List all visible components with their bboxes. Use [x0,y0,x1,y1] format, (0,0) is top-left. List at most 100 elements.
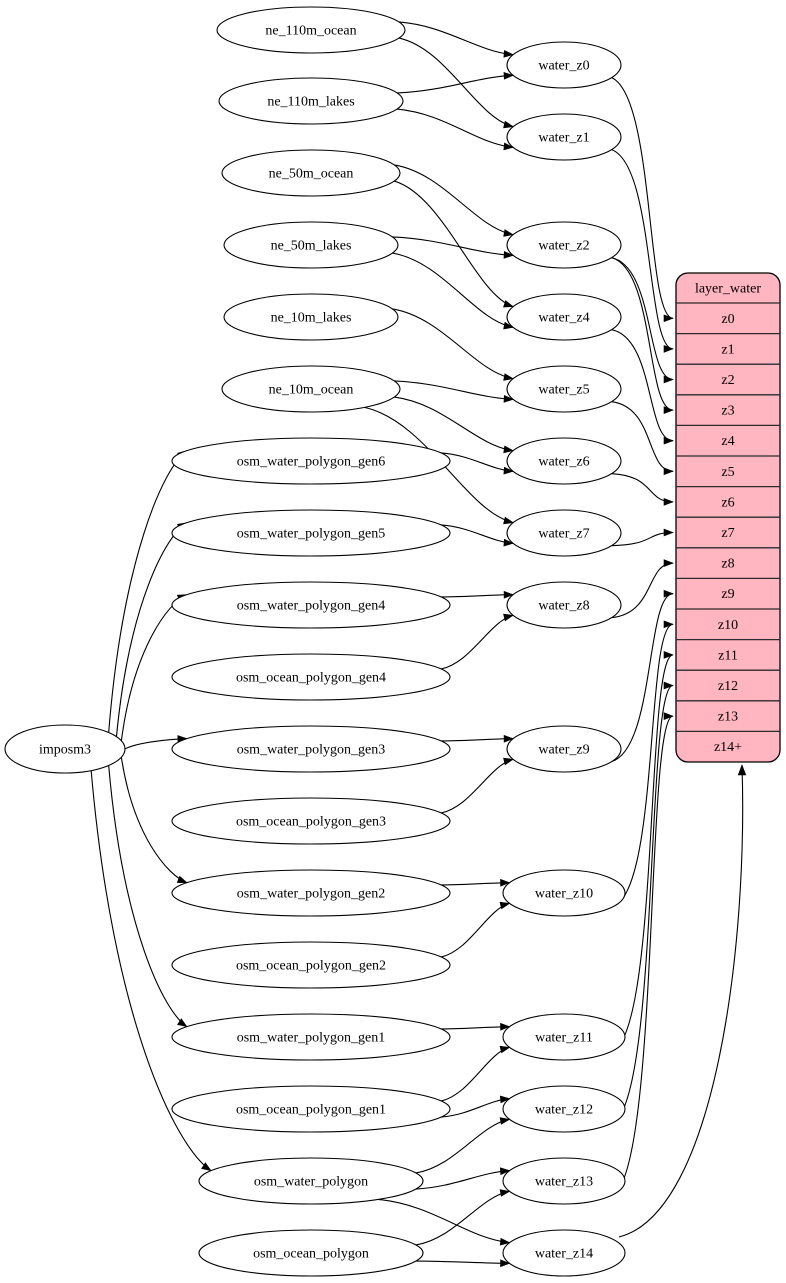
table-row-z10[interactable]: z10 [676,609,780,640]
table-cell-label-z10: z10 [718,618,738,633]
node-shape-water_z5 [506,365,622,413]
edge-imposm3-to-osm_water_polygon_gen4 [120,594,188,741]
table-row-z8[interactable]: z8 [676,548,780,579]
table-cell-label-z1: z1 [721,342,734,357]
edge-ne_10m_lakes-to-water_z5 [392,308,514,380]
edge-water_z8-to-layer_water-z8-arrowhead [663,559,674,567]
node-label-osm_ocean_polygon_gen1: osm_ocean_polygon_gen1 [236,1103,386,1118]
node-label-water_z6: water_z6 [538,455,589,470]
node-osm_ocean_polygon_gen3[interactable]: osm_ocean_polygon_gen3 [171,797,451,845]
node-ne_10m_ocean[interactable]: ne_10m_ocean [221,365,401,413]
edge-osm_water_polygon-to-water_z14-arrowhead [499,1237,511,1246]
node-water_z4[interactable]: water_z4 [506,293,622,341]
edge-osm_water_polygon_gen5-to-water_z7-arrowhead [503,538,514,547]
edge-ne_110m_ocean-to-water_z0 [399,21,514,56]
table-row-z6[interactable]: z6 [676,487,780,518]
table-row-z0[interactable]: z0 [676,303,780,334]
table-row-z7[interactable]: z7 [676,517,780,548]
edge-water_z7-to-layer_water-z7-arrowhead [663,528,674,537]
node-label-ne_50m_ocean: ne_50m_ocean [269,167,354,182]
node-label-osm_water_polygon_gen4: osm_water_polygon_gen4 [237,599,386,614]
node-ne_110m_ocean[interactable]: ne_110m_ocean [216,6,406,54]
table-row-z5[interactable]: z5 [676,456,780,487]
node-water_z2[interactable]: water_z2 [506,221,622,269]
edge-imposm3-to-osm_water_polygon_gen6 [108,450,188,733]
node-osm_ocean_polygon[interactable]: osm_ocean_polygon [198,1229,424,1277]
edge-imposm3-to-osm_water_polygon [90,770,212,1172]
node-osm_ocean_polygon_gen2[interactable]: osm_ocean_polygon_gen2 [171,941,451,989]
edge-osm_water_polygon_gen4-to-water_z8 [441,594,514,598]
node-label-water_z8: water_z8 [538,599,589,614]
table-row-z11[interactable]: z11 [676,640,780,671]
node-water_z7[interactable]: water_z7 [506,509,622,557]
node-label-osm_ocean_polygon_gen3: osm_ocean_polygon_gen3 [236,815,386,830]
node-label-water_z14: water_z14 [535,1247,593,1262]
edge-imposm3-to-osm_water_polygon-arrowhead [201,1162,212,1172]
edge-water_z9-to-layer_water-z9-arrowhead [663,589,674,598]
node-water_z0[interactable]: water_z0 [506,41,622,89]
node-water_z8[interactable]: water_z8 [506,581,622,629]
table-row-z3[interactable]: z3 [676,395,780,426]
edge-ne_110m_lakes-to-water_z0-arrowhead [503,71,514,80]
node-water_z6[interactable]: water_z6 [506,437,622,485]
table-row-z14+[interactable]: z14+ [676,731,780,762]
node-osm_water_polygon_gen5[interactable]: osm_water_polygon_gen5 [171,509,451,557]
node-osm_water_polygon_gen3[interactable]: osm_water_polygon_gen3 [171,725,451,773]
node-label-osm_water_polygon_gen1: osm_water_polygon_gen1 [237,1031,386,1046]
edge-ne_10m_ocean-to-water_z6 [394,396,514,452]
node-osm_water_polygon_gen4[interactable]: osm_water_polygon_gen4 [171,581,451,629]
table-cell-label-z5: z5 [721,465,734,480]
node-water_z11[interactable]: water_z11 [502,1013,626,1061]
edge-osm_ocean_polygon_gen1-to-water_z11 [441,1046,510,1102]
node-osm_ocean_polygon_gen4[interactable]: osm_ocean_polygon_gen4 [171,653,451,701]
node-osm_water_polygon_gen1[interactable]: osm_water_polygon_gen1 [171,1013,451,1061]
node-imposm3[interactable]: imposm3 [4,724,126,774]
edge-osm_water_polygon_gen2-to-water_z10-arrowhead [500,878,511,887]
edge-ne_110m_lakes-to-water_z0 [397,74,514,94]
node-shape-water_z10 [502,869,626,917]
node-shape-ne_110m_ocean [216,6,406,54]
node-osm_ocean_polygon_gen1[interactable]: osm_ocean_polygon_gen1 [171,1085,451,1133]
node-shape-osm_ocean_polygon_gen4 [171,653,451,701]
node-ne_110m_lakes[interactable]: ne_110m_lakes [218,77,404,125]
table-cell-label-z0: z0 [721,312,734,327]
node-osm_water_polygon_gen6[interactable]: osm_water_polygon_gen6 [171,437,451,485]
node-water_z13[interactable]: water_z13 [502,1157,626,1205]
node-shape-water_z6 [506,437,622,485]
edge-ne_50m_ocean-to-water_z2 [394,164,514,236]
table-row-z13[interactable]: z13 [676,701,780,732]
edges-layer [90,21,747,1268]
node-shape-imposm3 [4,724,126,774]
node-label-osm_ocean_polygon_gen2: osm_ocean_polygon_gen2 [236,959,386,974]
node-water_z1[interactable]: water_z1 [506,113,622,161]
node-shape-water_z7 [506,509,622,557]
edge-water_z11-to-layer_water-z11-arrowhead [663,651,674,659]
node-water_z5[interactable]: water_z5 [506,365,622,413]
node-osm_water_polygon[interactable]: osm_water_polygon [198,1157,424,1205]
edge-ne_50m_ocean-to-water_z4 [394,180,514,308]
node-osm_water_polygon_gen2[interactable]: osm_water_polygon_gen2 [171,869,451,917]
table-row-z1[interactable]: z1 [676,334,780,365]
node-ne_10m_lakes[interactable]: ne_10m_lakes [223,293,399,341]
node-ne_50m_ocean[interactable]: ne_50m_ocean [221,149,401,197]
node-water_z10[interactable]: water_z10 [502,869,626,917]
table-row-z4[interactable]: z4 [676,425,780,456]
layer-water-table[interactable]: layer_water z0 z1 z2 z3 z4 z5 z6 z7 z8 z9 z10 z11 z12… [675,272,781,763]
node-ne_50m_lakes[interactable]: ne_50m_lakes [223,221,399,269]
node-water_z12[interactable]: water_z12 [502,1085,626,1133]
edge-ne_110m_ocean-to-water_z1-arrowhead [503,120,514,129]
edge-water_z6-to-layer_water-z6 [611,473,674,503]
edge-osm_water_polygon_gen1-to-water_z11-arrowhead [500,1022,511,1031]
table-row-z12[interactable]: z12 [676,670,780,701]
edge-water_z6-to-layer_water-z6-arrowhead [663,498,674,506]
node-label-water_z10: water_z10 [535,887,593,902]
node-water_z14[interactable]: water_z14 [502,1229,626,1277]
edge-ne_10m_ocean-to-water_z7-arrowhead [503,516,514,525]
table-row-z2[interactable]: z2 [676,364,780,395]
table-row-z9[interactable]: z9 [676,578,780,609]
edge-ne_110m_ocean-to-water_z1 [398,37,514,128]
node-shape-water_z14 [502,1229,626,1277]
node-shape-osm_ocean_polygon_gen1 [171,1085,451,1133]
node-water_z9[interactable]: water_z9 [506,725,622,773]
